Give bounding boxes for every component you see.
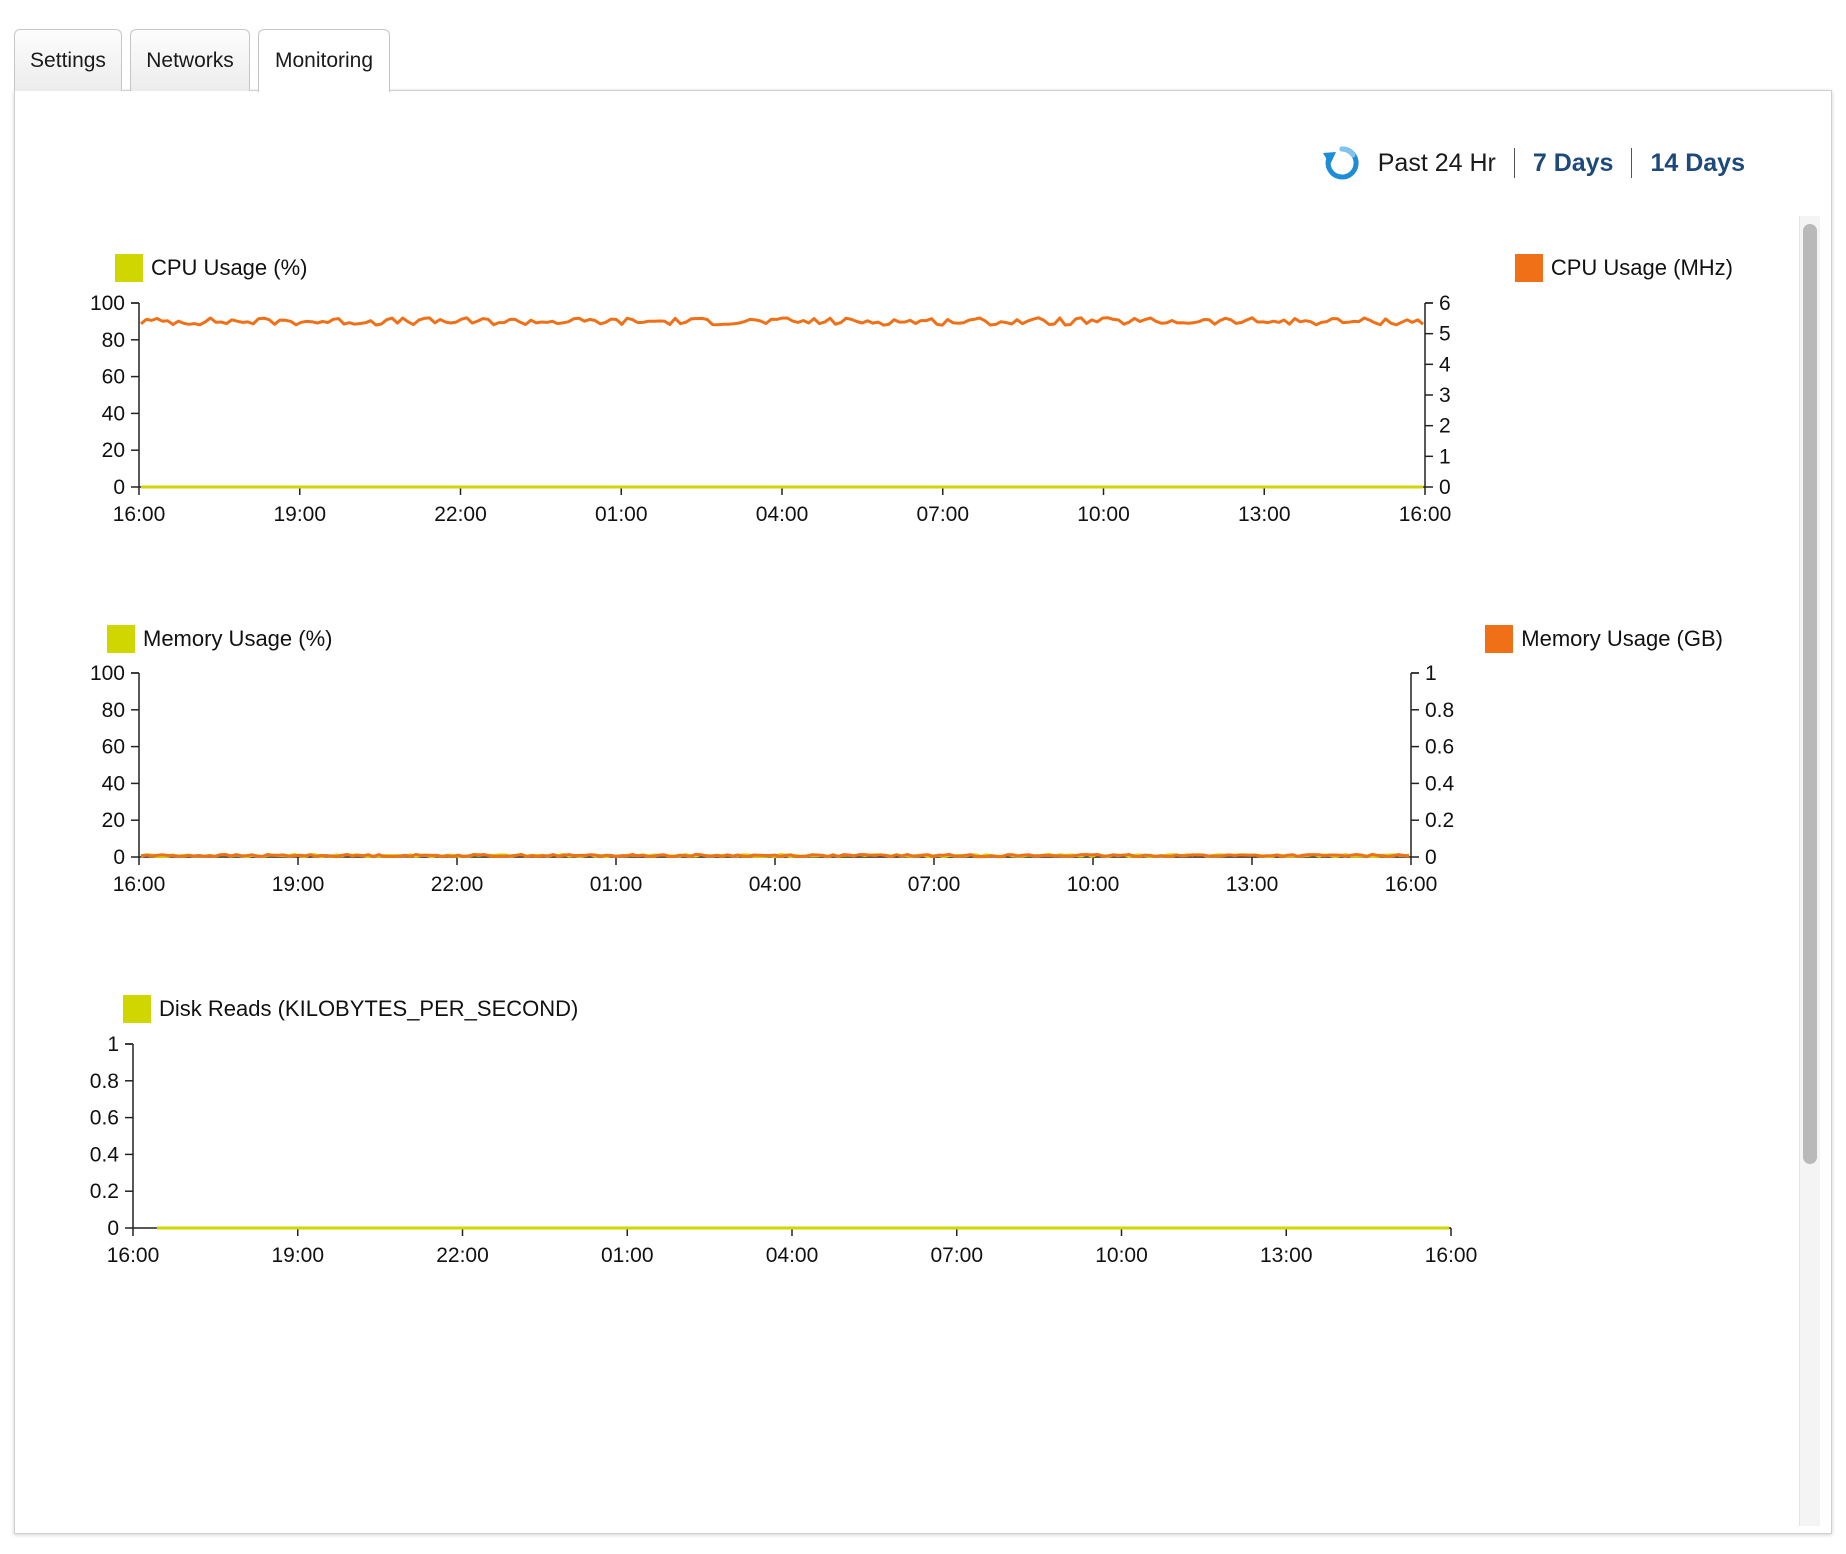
- x-tick-label: 22:00: [431, 873, 484, 896]
- range-past-24hr[interactable]: Past 24 Hr: [1377, 149, 1496, 177]
- legend-label: CPU Usage (MHz): [1550, 255, 1733, 280]
- y-tick-label-left: 0: [113, 476, 125, 499]
- y-tick-label-left: 0.6: [90, 1107, 119, 1130]
- y-tick-label-left: 0.8: [90, 1070, 119, 1093]
- y-tick-label-left: 100: [90, 292, 125, 315]
- x-tick-label: 01:00: [601, 1244, 654, 1267]
- tab-networks[interactable]: Networks: [130, 29, 250, 91]
- legend-swatch-orange: [1485, 625, 1514, 653]
- x-tick-label: 16:00: [1399, 503, 1452, 526]
- y-tick-label-right: 0: [1439, 476, 1451, 499]
- memory-usage-chart: 100 80 60 40 20 0 1 0.8 0.6 0.4 0.2 0 16:00 19:00 22:0…: [90, 662, 1455, 896]
- legend-swatch-yellow: [123, 995, 151, 1023]
- y-tick-label-left: 60: [102, 366, 125, 389]
- y-tick-label-left: 60: [102, 736, 125, 759]
- legend-label: Disk Reads (KILOBYTES_PER_SECOND): [159, 996, 579, 1021]
- y-tick-label-left: 40: [102, 772, 125, 795]
- time-range-selector: Past 24 Hr 7 Days 14 Days: [1320, 141, 1763, 185]
- y-tick-label-right: 2: [1439, 415, 1451, 438]
- x-tick-label: 13:00: [1226, 873, 1279, 896]
- x-tick-label: 22:00: [436, 1244, 489, 1267]
- y-tick-label-right: 0.8: [1425, 699, 1454, 722]
- disk-reads-legend: Disk Reads (KILOBYTES_PER_SECOND): [123, 995, 578, 1023]
- x-tick-label: 04:00: [756, 503, 809, 526]
- tab-monitoring[interactable]: Monitoring: [258, 29, 390, 92]
- x-tick-label: 07:00: [930, 1244, 983, 1267]
- x-tick-label: 16:00: [1425, 1244, 1478, 1267]
- range-7-days[interactable]: 7 Days: [1532, 149, 1614, 177]
- x-tick-label: 10:00: [1095, 1244, 1148, 1267]
- scrollbar-thumb[interactable]: [1803, 224, 1817, 1164]
- y-tick-label-left: 0: [113, 846, 125, 869]
- range-14-days[interactable]: 14 Days: [1650, 149, 1745, 177]
- legend-label: CPU Usage (%): [151, 255, 308, 280]
- y-tick-label-right: 0.4: [1425, 772, 1455, 795]
- y-tick-label-left: 40: [102, 402, 125, 425]
- x-tick-label: 01:00: [590, 873, 643, 896]
- y-tick-label-right: 0: [1425, 846, 1437, 869]
- monitoring-panel: Past 24 Hr 7 Days 14 Days CPU Usage (%) …: [14, 90, 1832, 1534]
- x-tick-label: 19:00: [271, 1244, 324, 1267]
- y-tick-label-right: 6: [1439, 292, 1451, 315]
- x-tick-label: 22:00: [434, 503, 487, 526]
- x-tick-label: 19:00: [273, 503, 326, 526]
- x-tick-label: 07:00: [908, 873, 961, 896]
- y-tick-label-left: 80: [102, 699, 125, 722]
- vertical-scrollbar[interactable]: [1799, 216, 1820, 1526]
- x-tick-label: 13:00: [1260, 1244, 1313, 1267]
- tab-settings[interactable]: Settings: [14, 29, 122, 91]
- y-tick-label-left: 0.2: [90, 1180, 119, 1203]
- disk-reads-chart: 1 0.8 0.6 0.4 0.2 0 16:00 19:00 22:00 01:00 04:00 0…: [90, 1033, 1477, 1267]
- tab-bar: Settings Networks Monitoring: [14, 29, 398, 92]
- y-tick-label-right: 5: [1439, 323, 1451, 346]
- series-line-right: [140, 852, 1410, 859]
- y-tick-label-right: 0.2: [1425, 809, 1454, 832]
- y-tick-label-right: 3: [1439, 384, 1451, 407]
- y-tick-label-right: 1: [1439, 445, 1451, 468]
- x-tick-label: 16:00: [107, 1244, 160, 1267]
- y-tick-label-right: 0.6: [1425, 736, 1454, 759]
- refresh-icon[interactable]: [1320, 141, 1364, 185]
- y-tick-label-right: 1: [1425, 662, 1437, 685]
- x-tick-label: 10:00: [1067, 873, 1120, 896]
- legend-label: Memory Usage (%): [143, 626, 333, 651]
- y-tick-label-left: 20: [102, 809, 125, 832]
- series-line-right: [140, 316, 1424, 327]
- x-tick-label: 16:00: [113, 503, 166, 526]
- x-tick-label: 13:00: [1238, 503, 1291, 526]
- x-tick-label: 07:00: [916, 503, 969, 526]
- cpu-percent-legend: CPU Usage (%): [115, 254, 307, 282]
- range-divider: [1631, 148, 1633, 178]
- cpu-usage-chart: 100 80 60 40 20 0 6 5 4 3 2 1 0 16:00 19:00 22:00 01:00 0…: [90, 292, 1451, 526]
- x-tick-label: 19:00: [272, 873, 325, 896]
- range-divider: [1513, 148, 1515, 178]
- y-tick-label-right: 4: [1439, 353, 1451, 376]
- x-tick-label: 10:00: [1077, 503, 1130, 526]
- x-tick-label: 16:00: [1385, 873, 1438, 896]
- y-tick-label-left: 1: [107, 1033, 119, 1056]
- y-tick-label-left: 100: [90, 662, 125, 685]
- y-tick-label-left: 0.4: [90, 1143, 120, 1166]
- y-tick-label-left: 80: [102, 329, 125, 352]
- cpu-mhz-legend: CPU Usage (MHz): [1514, 254, 1733, 282]
- y-tick-label-left: 0: [107, 1217, 119, 1240]
- legend-swatch-yellow: [107, 625, 135, 653]
- memory-gb-legend: Memory Usage (GB): [1485, 625, 1723, 653]
- memory-percent-legend: Memory Usage (%): [107, 625, 332, 653]
- legend-label: Memory Usage (GB): [1521, 626, 1723, 651]
- x-tick-label: 16:00: [113, 873, 166, 896]
- x-tick-label: 01:00: [595, 503, 648, 526]
- legend-swatch-orange: [1514, 254, 1543, 282]
- y-tick-label-left: 20: [102, 439, 125, 462]
- x-tick-label: 04:00: [766, 1244, 819, 1267]
- legend-swatch-yellow: [115, 254, 143, 282]
- x-tick-label: 04:00: [749, 873, 802, 896]
